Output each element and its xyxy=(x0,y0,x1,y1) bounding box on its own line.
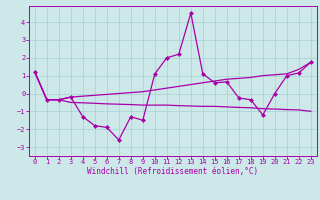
X-axis label: Windchill (Refroidissement éolien,°C): Windchill (Refroidissement éolien,°C) xyxy=(87,167,258,176)
